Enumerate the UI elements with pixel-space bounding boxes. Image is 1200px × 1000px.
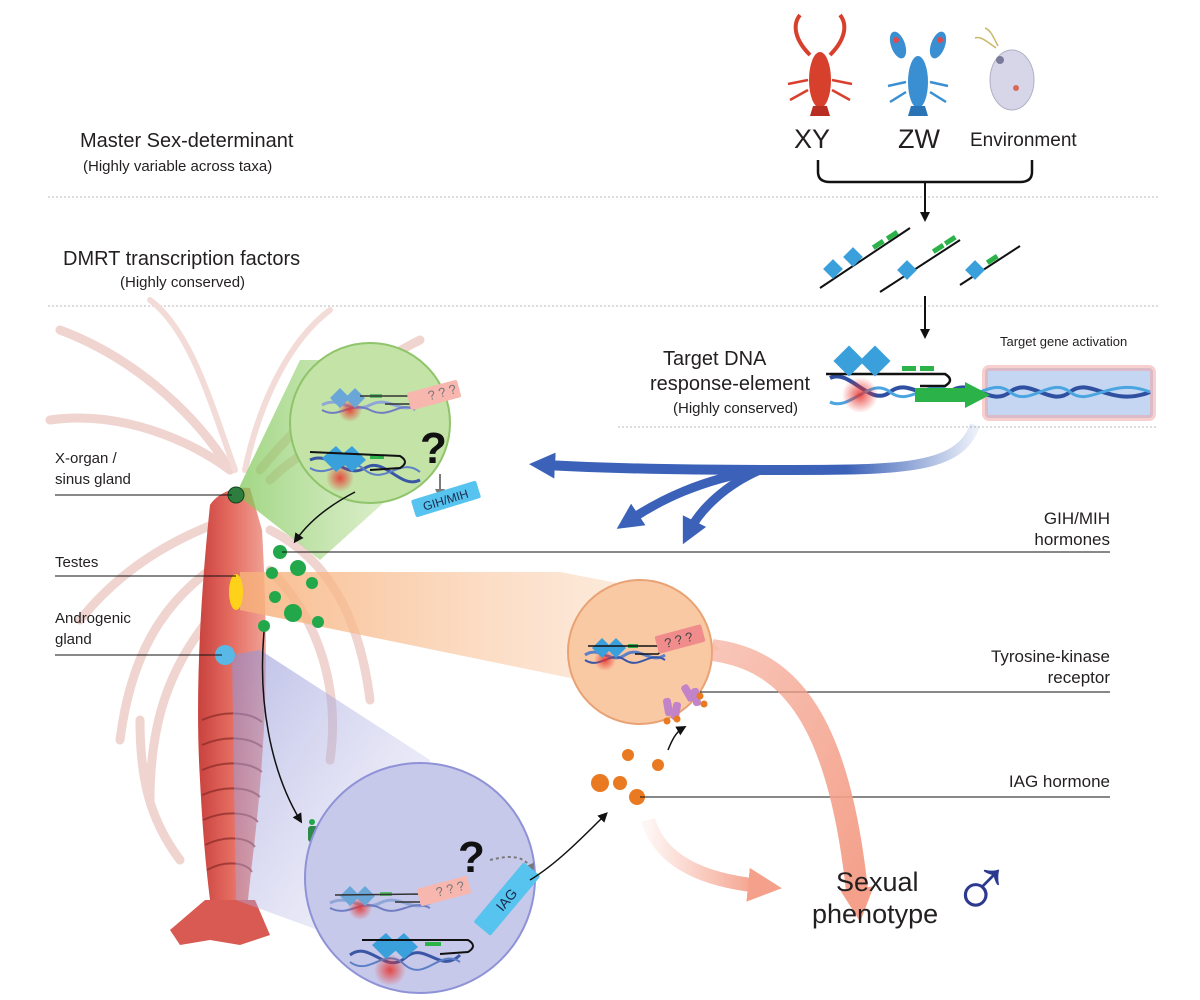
- xorgan-question-mark: ?: [420, 424, 447, 473]
- systems-bracket: [816, 160, 1034, 184]
- tk-receptor-label-line1: Tyrosine-kinase: [990, 647, 1110, 666]
- target-subtitle: (Highly conserved): [673, 400, 799, 417]
- gih-hormones-label-line1: GIH/MIH: [1043, 509, 1110, 528]
- gih-hormones-label-line2: hormones: [1034, 530, 1110, 549]
- target-dna: [826, 345, 1156, 421]
- dmrt-molecules: [819, 227, 1021, 293]
- testes-label: Testes: [55, 554, 99, 571]
- androgenic-question-arrow: [489, 856, 534, 874]
- hormone-release-arrow-1: [616, 465, 761, 529]
- iag-gene: [349, 862, 540, 986]
- dmrt-title: DMRT transcription factors: [63, 248, 301, 270]
- androgenic-zoom-circle: [304, 762, 536, 994]
- shrimp-antennae: [147, 297, 333, 473]
- daphnia-icon: [974, 27, 1035, 111]
- testes-unknown-label: ? ? ?: [663, 629, 695, 651]
- iag-hormones: [591, 749, 664, 805]
- phenotype-line2: phenotype: [812, 899, 939, 929]
- androgenic-label-line2: gland: [55, 631, 92, 648]
- xorgan-unknown-label: ? ? ?: [426, 381, 458, 403]
- androgenic-label-line1: Androgenic: [55, 610, 131, 627]
- androgenic-unknown-gene: [329, 876, 471, 920]
- androgenic-unknown-label: ? ? ?: [434, 878, 466, 900]
- male-symbol: ♂: [950, 841, 1013, 935]
- xorgan-output-arrow: [293, 491, 356, 544]
- system-zw: ZW: [898, 124, 940, 154]
- blue-crayfish-icon: [887, 31, 949, 116]
- androgenic-marker: [215, 645, 235, 665]
- hormone-release-arrow-2: [682, 465, 762, 545]
- xorgan-unknown-gene: [321, 380, 461, 422]
- iag-to-receptor-arrow: [667, 726, 687, 751]
- dmrt-subtitle: (Highly conserved): [120, 274, 246, 291]
- iag-output-arrow: [529, 812, 608, 881]
- system-xy: XY: [794, 124, 831, 154]
- xorgan-zoom-circle: [289, 342, 451, 504]
- red-lobster-icon: [787, 13, 853, 116]
- phenotype-line1: Sexual: [836, 867, 919, 897]
- master-subtitle: (Highly variable across taxa): [83, 158, 273, 175]
- testes-to-phenotype-arrow: [710, 639, 874, 922]
- xorgan-label-line2: sinus gland: [55, 471, 131, 488]
- target-title-line2: response-element: [650, 373, 811, 395]
- master-title: Master Sex-determinant: [80, 130, 294, 152]
- tk-receptor: [662, 684, 708, 725]
- testes-unknown-gene: [584, 624, 706, 671]
- gih-gene: [309, 446, 481, 518]
- target-to-gih-arrow: [529, 423, 980, 479]
- xorgan-label-line1: X-organ /: [55, 450, 117, 467]
- testes-marker: [229, 574, 243, 610]
- row-separators: [48, 196, 1158, 428]
- iag-to-phenotype-arrow: [641, 817, 782, 902]
- tk-receptor-label-line2: receptor: [1047, 668, 1110, 687]
- target-activation-label: Target gene activation: [1000, 334, 1128, 349]
- gih-hormones: [258, 545, 324, 632]
- androgenic-question-mark: ?: [458, 833, 485, 882]
- target-title-line1: Target DNA: [663, 348, 767, 370]
- organ-leader-lines: [55, 494, 236, 656]
- iag-hormone-label: IAG hormone: [1008, 772, 1110, 791]
- gih-to-receptor-arrow: [261, 631, 303, 824]
- system-environment: Environment: [970, 130, 1077, 151]
